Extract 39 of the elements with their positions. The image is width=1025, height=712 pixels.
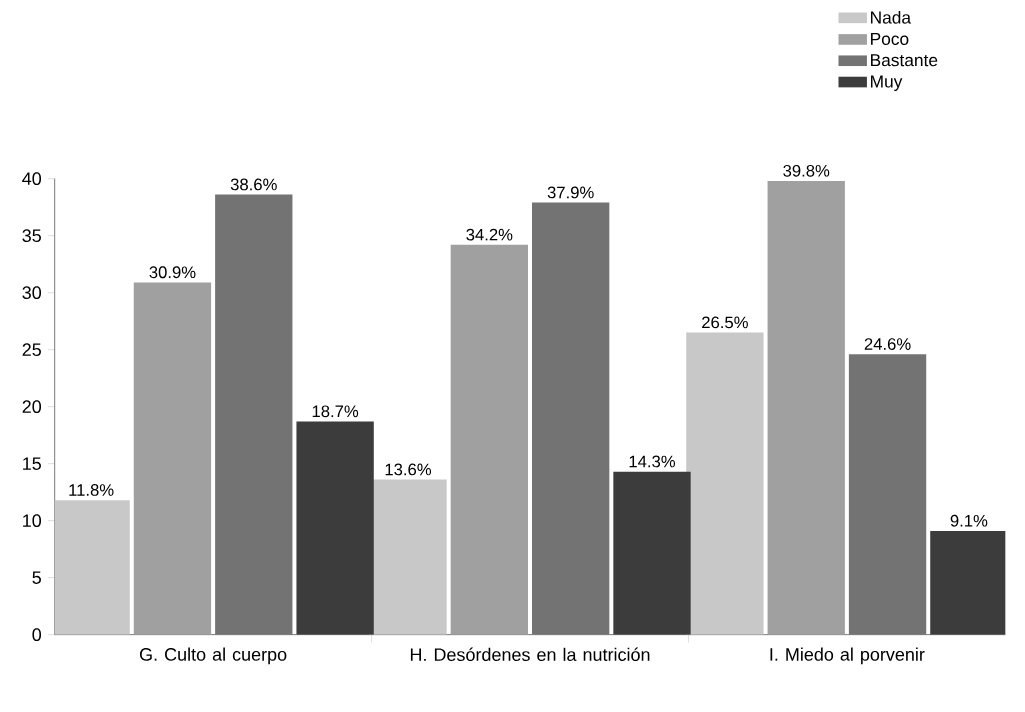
data-label: 14.3%	[629, 455, 676, 468]
bar	[532, 202, 610, 635]
bar	[848, 354, 927, 635]
bar	[930, 530, 1006, 635]
x-tick-label: I. Miedo al porvenir	[770, 647, 925, 665]
legend-label: Muy	[871, 75, 903, 91]
x-tick-label: G. Culto al cuerpo	[139, 647, 287, 665]
legend-label: Nada	[871, 10, 912, 24]
data-label: 9.1%	[950, 514, 988, 527]
y-tick-label: 10	[23, 514, 42, 528]
y-tick-label: 30	[22, 286, 42, 300]
data-label: 18.7%	[312, 405, 359, 418]
legend-label: Bastante	[871, 54, 938, 67]
bar	[613, 471, 691, 635]
data-label: 30.9%	[149, 266, 196, 279]
y-tick-label: 25	[22, 343, 41, 357]
data-label: 38.6%	[230, 178, 277, 191]
bar	[54, 500, 130, 635]
bar	[296, 421, 374, 635]
data-label: 11.8%	[69, 484, 114, 496]
bar	[133, 282, 212, 635]
legend-label: Poco	[871, 32, 909, 45]
bar	[215, 194, 293, 635]
y-tick-label: 40	[22, 172, 42, 186]
bar	[686, 332, 764, 635]
bar	[767, 180, 845, 635]
data-label: 39.8%	[783, 164, 830, 177]
bar	[450, 244, 528, 635]
y-tick-label: 20	[22, 400, 42, 414]
data-label: 37.9%	[547, 186, 594, 199]
data-label: 13.6%	[385, 463, 432, 476]
data-label: 24.6%	[864, 338, 911, 350]
y-tick-label: 5	[32, 571, 41, 584]
x-tick-label: H. Desórdenes en la nutrición	[410, 647, 650, 662]
y-tick-label: 35	[22, 229, 41, 243]
y-tick-label: 0	[32, 628, 42, 642]
y-tick-label: 15	[23, 457, 41, 470]
data-label: 26.5%	[702, 316, 748, 329]
data-label: 34.2%	[466, 228, 513, 241]
